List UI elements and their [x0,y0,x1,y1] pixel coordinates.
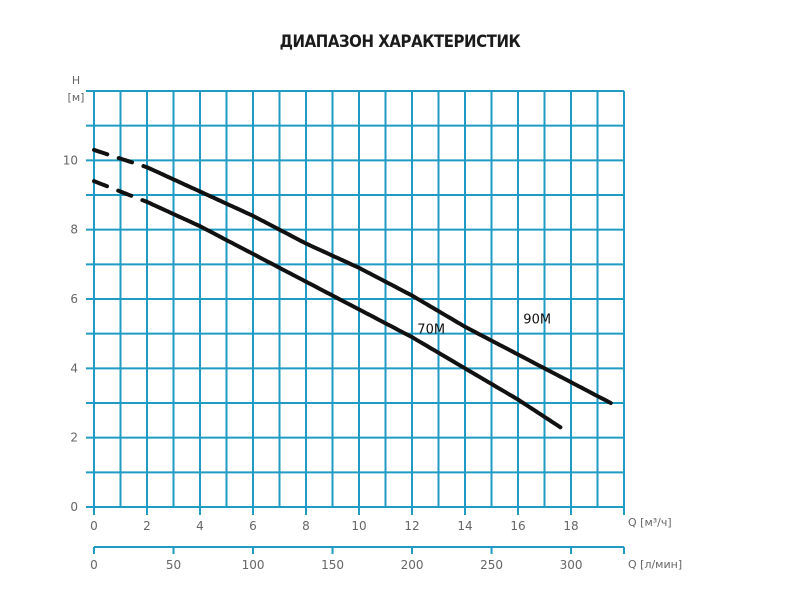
curve-label-70m: 70M [417,323,445,338]
y-tick-label: 10 [63,153,78,167]
curve-label-90m: 90M [523,312,551,327]
y-axis-label-h: H [72,74,80,87]
x-tick-label: 18 [563,519,578,533]
x2-tick-label: 250 [480,558,503,572]
curve-90m-extrapolated [92,147,149,170]
x2-tick-label: 100 [242,558,265,572]
x-axis-ticks: 0 2 4 6 8 10 12 14 16 18 [90,507,625,533]
y-tick-label: 4 [70,361,78,375]
y-axis-ticks: 0 2 4 6 8 10 [63,153,78,514]
grid [86,90,625,508]
curves [92,147,613,430]
y-axis-label-unit: [м] [68,91,85,104]
curve-90m [145,165,613,405]
y-tick-label: 0 [70,500,78,514]
x2-tick-label: 50 [166,558,181,572]
x2-axis-label: Q [л/мин] [628,558,682,571]
x-axis-label: Q [м³/ч] [628,516,672,529]
x-tick-label: 16 [510,519,525,533]
x-tick-label: 14 [457,519,472,533]
y-tick-label: 8 [70,223,78,237]
curve-labels: 90M 70M [417,312,551,337]
x-tick-label: 4 [196,519,204,533]
y-tick-label: 2 [70,431,78,445]
x2-tick-label: 0 [90,558,98,572]
x2-tick-label: 200 [401,558,424,572]
x-tick-label: 0 [90,519,98,533]
x-tick-label: 6 [249,519,257,533]
curve-70m [145,199,563,430]
x2-tick-label: 150 [321,558,344,572]
y-tick-label: 6 [70,292,78,306]
x-tick-label: 2 [143,519,151,533]
curve-70m-extrapolated [92,179,149,204]
x-tick-label: 12 [404,519,419,533]
x-tick-label: 10 [351,519,366,533]
chart-title: ДИАПАЗОН ХАРАКТЕРИСТИК [279,32,521,52]
x2-tick-label: 300 [560,558,583,572]
secondary-x-axis: 0 50 100 150 200 250 300 [90,546,625,572]
x-tick-label: 8 [302,519,310,533]
